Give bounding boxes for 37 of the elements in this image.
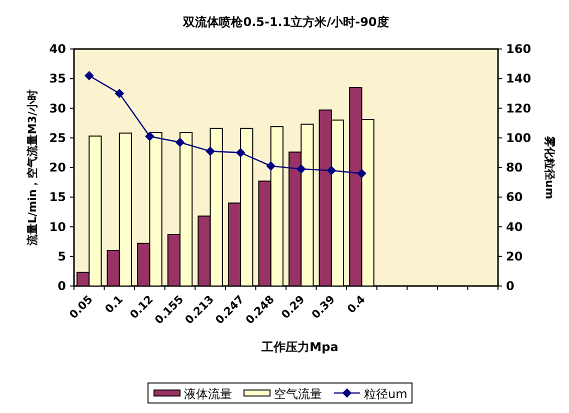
point	[357, 168, 366, 178]
legend-label: 粒径um	[364, 387, 408, 401]
x-tick-label: 0.1	[102, 292, 126, 316]
point	[296, 164, 306, 174]
y2-tick-label: 40	[506, 220, 523, 234]
y2-tick-label: 80	[506, 160, 523, 174]
point	[114, 88, 124, 98]
y2-tick-label: 140	[506, 72, 532, 86]
y2-tick-label: 100	[506, 130, 532, 145]
y2-tick-label: 60	[506, 190, 523, 204]
x-axis-title: 工作压力Mpa	[260, 340, 338, 354]
legend-label: 空气流量	[274, 387, 322, 401]
point	[206, 146, 215, 156]
y-tick-label: 20	[49, 160, 66, 174]
y2-tick-label: 120	[506, 101, 532, 116]
point	[145, 132, 154, 141]
y-tick-label: 0	[58, 279, 66, 293]
y-tick-label: 5	[58, 249, 66, 264]
y-tick-label: 30	[49, 101, 66, 116]
y2-tick-label: 0	[506, 279, 514, 293]
legend-label: 液体流量	[184, 387, 232, 401]
point	[326, 166, 336, 175]
y-axis-title: 流量L/min，空气流量M3/小时	[26, 90, 39, 246]
y-tick-label: 15	[49, 190, 66, 204]
y-tick-label: 25	[49, 130, 66, 145]
chart-title: 双流体喷枪0.5-1.1立方米/小时-90度	[182, 15, 389, 29]
point	[176, 138, 184, 147]
point	[84, 71, 94, 80]
x-tick-label: 0.4	[344, 292, 368, 316]
point	[266, 162, 276, 171]
y2-tick-label: 20	[506, 249, 523, 264]
y2-axis-title: 雾化粒径um	[543, 134, 556, 200]
y-tick-label: 35	[49, 72, 66, 86]
point	[236, 148, 246, 158]
y-tick-label: 40	[49, 42, 66, 56]
y-tick-label: 10	[49, 220, 66, 234]
y2-tick-label: 160	[506, 42, 532, 56]
